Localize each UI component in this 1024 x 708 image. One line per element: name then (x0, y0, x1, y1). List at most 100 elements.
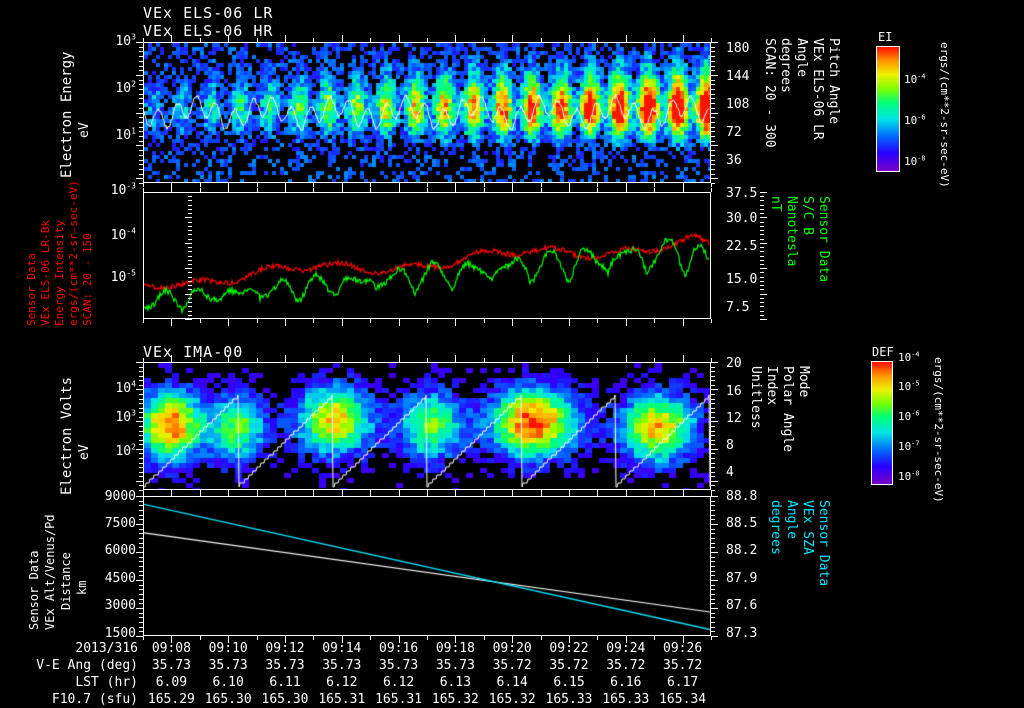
axis-tick (188, 281, 192, 282)
axis-tick (136, 580, 143, 581)
panel4-right-label-sza: VEx SZA (800, 500, 815, 555)
bottom-f107: 165.31 (375, 692, 423, 707)
axis-tick (188, 264, 192, 265)
time-tick (711, 319, 712, 323)
panel3-ytick-1e4: 104 (115, 379, 136, 396)
time-tick (313, 636, 314, 640)
panel3-plot-area[interactable] (143, 362, 711, 490)
time-tick (484, 636, 485, 640)
axis-tick (188, 277, 192, 278)
time-tick (455, 636, 456, 643)
panel2-right-label-nanotesla: Nanotesla (784, 196, 799, 267)
time-tick (313, 183, 314, 187)
axis-tick (711, 399, 715, 400)
axis-tick (760, 205, 764, 206)
panel1-ylabel: Electron Energy (59, 51, 75, 178)
panel1-rtick-180: 180 (726, 41, 750, 56)
time-tick (143, 38, 144, 42)
time-tick (370, 358, 371, 362)
panel4-ytick-4500: 4500 (104, 571, 136, 586)
axis-tick (139, 376, 143, 377)
axis-tick (711, 547, 715, 548)
bottom-date-label: 2013/316 (75, 641, 138, 656)
axis-tick (711, 505, 715, 506)
panel2-left-label-units: ergs/(cm**2-sr-sec-eV) (67, 180, 80, 326)
panel4-rtick-87p9: 87.9 (726, 571, 758, 586)
axis-tick (136, 552, 143, 553)
panel3-right-label-mode: Mode (796, 366, 811, 398)
time-tick (541, 358, 542, 362)
bottom-time: 09:18 (435, 641, 475, 656)
axis-tick (139, 561, 143, 562)
axis-tick (139, 589, 143, 590)
axis-tick (188, 239, 192, 240)
axis-tick (760, 200, 764, 201)
time-tick (313, 188, 314, 192)
time-tick (228, 35, 229, 42)
axis-tick (711, 538, 715, 539)
bottom-lst: 6.12 (382, 675, 415, 690)
axis-tick (139, 472, 143, 473)
time-tick (370, 319, 371, 323)
axis-tick (760, 289, 764, 290)
time-tick (654, 38, 655, 42)
axis-tick (139, 155, 143, 156)
time-tick (427, 38, 428, 42)
axis-tick (188, 289, 192, 290)
bottom-time: 09:08 (151, 641, 191, 656)
axis-tick (711, 627, 715, 628)
time-tick (512, 489, 513, 496)
axis-tick (139, 380, 143, 381)
time-tick (484, 358, 485, 362)
time-tick (171, 35, 172, 42)
time-tick (541, 188, 542, 192)
axis-tick (136, 362, 143, 363)
time-tick (171, 636, 172, 643)
axis-tick (139, 160, 143, 161)
axis-tick (760, 226, 764, 227)
panel1-plot-area[interactable] (143, 42, 711, 183)
panel3-ylabel: Electron Volts (59, 376, 75, 495)
axis-tick (136, 178, 143, 179)
panel4-left-label-alt: VEx Alt/Venus/Pd (43, 514, 57, 630)
axis-tick (185, 294, 192, 295)
panel2-plot-area[interactable] (143, 192, 711, 319)
time-tick (541, 183, 542, 187)
axis-tick (711, 543, 715, 544)
panel4-plot-area[interactable] (143, 496, 711, 636)
axis-tick (139, 426, 143, 427)
time-tick (683, 355, 684, 362)
time-tick (342, 319, 343, 326)
bottom-f107: 165.32 (431, 692, 479, 707)
axis-tick (139, 557, 143, 558)
colorbar2-gradient (871, 361, 893, 485)
time-tick (171, 489, 172, 496)
time-tick (228, 636, 229, 643)
axis-tick (139, 70, 143, 71)
axis-tick (711, 47, 715, 48)
axis-tick (760, 239, 764, 240)
panel4-rtick-87p3: 87.3 (726, 626, 758, 641)
time-tick (171, 355, 172, 362)
axis-tick (139, 543, 143, 544)
axis-tick (139, 371, 143, 372)
axis-tick (711, 444, 715, 445)
axis-tick (139, 594, 143, 595)
bottom-f107: 165.34 (659, 692, 707, 707)
axis-tick (188, 213, 192, 214)
bottom-lst: 6.11 (269, 675, 301, 690)
time-tick (512, 185, 513, 192)
axis-tick (711, 485, 715, 486)
time-tick (313, 319, 314, 323)
colorbar2-tick-5: 10-8 (898, 469, 920, 483)
panel1-right-label-scan: SCAN: 20 - 300 (762, 38, 777, 148)
bottom-lst: 6.15 (553, 675, 585, 690)
axis-tick (139, 117, 143, 118)
axis-tick (711, 408, 715, 409)
axis-tick (136, 608, 143, 609)
axis-tick (139, 61, 143, 62)
time-tick (683, 185, 684, 192)
axis-tick (760, 302, 764, 303)
time-tick (597, 188, 598, 192)
panel3-rtick-4: 4 (726, 465, 734, 480)
